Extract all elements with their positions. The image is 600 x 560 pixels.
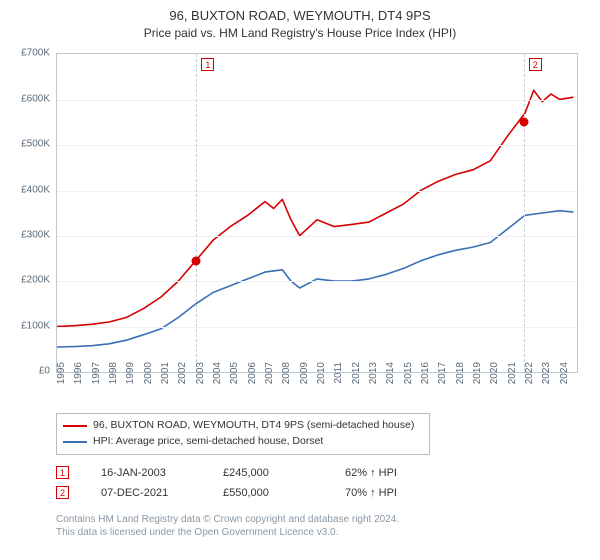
sale-points-table: 1 16-JAN-2003 £245,000 62% ↑ HPI 2 07-DE… <box>56 463 586 503</box>
sale-point-delta: 62% ↑ HPI <box>345 467 435 479</box>
gridline-h <box>57 236 577 237</box>
sale-point-marker: 2 <box>56 486 69 499</box>
gridline-h <box>57 191 577 192</box>
footer-line1: Contains HM Land Registry data © Crown c… <box>56 513 586 527</box>
legend: 96, BUXTON ROAD, WEYMOUTH, DT4 9PS (semi… <box>56 413 430 455</box>
sale-point-date: 16-JAN-2003 <box>101 467 191 479</box>
chart-line <box>57 91 574 327</box>
gridline-h <box>57 281 577 282</box>
legend-swatch-hpi <box>63 441 87 443</box>
legend-item-hpi: HPI: Average price, semi-detached house,… <box>63 434 423 450</box>
footer-attribution: Contains HM Land Registry data © Crown c… <box>56 513 586 540</box>
sale-point-dot <box>192 256 201 265</box>
marker-vline <box>196 54 197 372</box>
y-axis-label: £100K <box>6 320 50 331</box>
marker-number-box: 1 <box>201 58 214 71</box>
chart-titles: 96, BUXTON ROAD, WEYMOUTH, DT4 9PS Price… <box>10 8 590 41</box>
marker-vline <box>524 54 525 372</box>
chart-title-address: 96, BUXTON ROAD, WEYMOUTH, DT4 9PS <box>10 8 590 24</box>
x-axis-label: 2024 <box>559 362 591 392</box>
gridline-h <box>57 145 577 146</box>
price-chart: 12 £0£100K£200K£300K£400K£500K£600K£700K… <box>10 49 590 409</box>
gridline-h <box>57 100 577 101</box>
y-axis-label: £400K <box>6 184 50 195</box>
y-axis-label: £0 <box>6 366 50 377</box>
legend-item-property: 96, BUXTON ROAD, WEYMOUTH, DT4 9PS (semi… <box>63 418 423 434</box>
legend-label-hpi: HPI: Average price, semi-detached house,… <box>93 434 323 450</box>
y-axis-label: £200K <box>6 275 50 286</box>
sale-point-row: 1 16-JAN-2003 £245,000 62% ↑ HPI <box>56 463 586 483</box>
legend-label-property: 96, BUXTON ROAD, WEYMOUTH, DT4 9PS (semi… <box>93 418 414 434</box>
y-axis-label: £300K <box>6 229 50 240</box>
y-axis-label: £600K <box>6 93 50 104</box>
sale-point-price: £245,000 <box>223 467 313 479</box>
sale-point-marker: 1 <box>56 466 69 479</box>
y-axis-label: £700K <box>6 48 50 59</box>
footer-line2: This data is licensed under the Open Gov… <box>56 526 586 540</box>
sale-point-price: £550,000 <box>223 487 313 499</box>
chart-subtitle: Price paid vs. HM Land Registry's House … <box>10 26 590 41</box>
sale-point-row: 2 07-DEC-2021 £550,000 70% ↑ HPI <box>56 483 586 503</box>
y-axis-label: £500K <box>6 139 50 150</box>
gridline-h <box>57 327 577 328</box>
sale-point-delta: 70% ↑ HPI <box>345 487 435 499</box>
marker-number-box: 2 <box>529 58 542 71</box>
plot-area: 12 <box>56 53 578 373</box>
sale-point-date: 07-DEC-2021 <box>101 487 191 499</box>
legend-swatch-property <box>63 425 87 427</box>
chart-svg <box>57 54 577 372</box>
sale-point-dot <box>519 118 528 127</box>
